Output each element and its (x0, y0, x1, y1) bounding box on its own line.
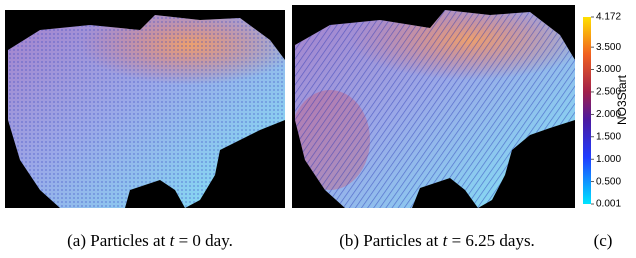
colorbar-tick-label: 0.001 (596, 199, 621, 210)
figure: 4.1723.5003.0002.5002.0001.5001.0000.500… (0, 0, 636, 258)
caption-b: (b) Particles at t = 6.25 days. (339, 231, 535, 250)
colorbar-tick-label: 4.172 (596, 12, 621, 23)
colorbar-title: NO3Start (615, 74, 629, 125)
colorbar-tick-label: 3.000 (596, 64, 621, 75)
caption-var: t (443, 231, 449, 250)
caption-c: (c) (594, 231, 613, 250)
caption-text: Particles at (363, 231, 438, 250)
colorbar-tick-label: 1.000 (596, 154, 621, 165)
caption-var: t (170, 231, 176, 250)
caption-a: (a) Particles at t = 0 day. (67, 231, 233, 250)
caption-text: Particles at (90, 231, 165, 250)
colorbar (583, 17, 591, 204)
panel-b-image (290, 0, 590, 208)
caption-label: (b) (339, 231, 359, 250)
caption-label: (a) (67, 231, 86, 250)
panel-a-image (5, 5, 300, 208)
colorbar-tick-label: 1.500 (596, 131, 621, 142)
colorbar-tick-label: 0.500 (596, 176, 621, 187)
caption-rest: = 0 day. (179, 231, 233, 250)
colorbar-tick-label: 3.500 (596, 42, 621, 53)
caption-rest: = 6.25 days. (452, 231, 535, 250)
